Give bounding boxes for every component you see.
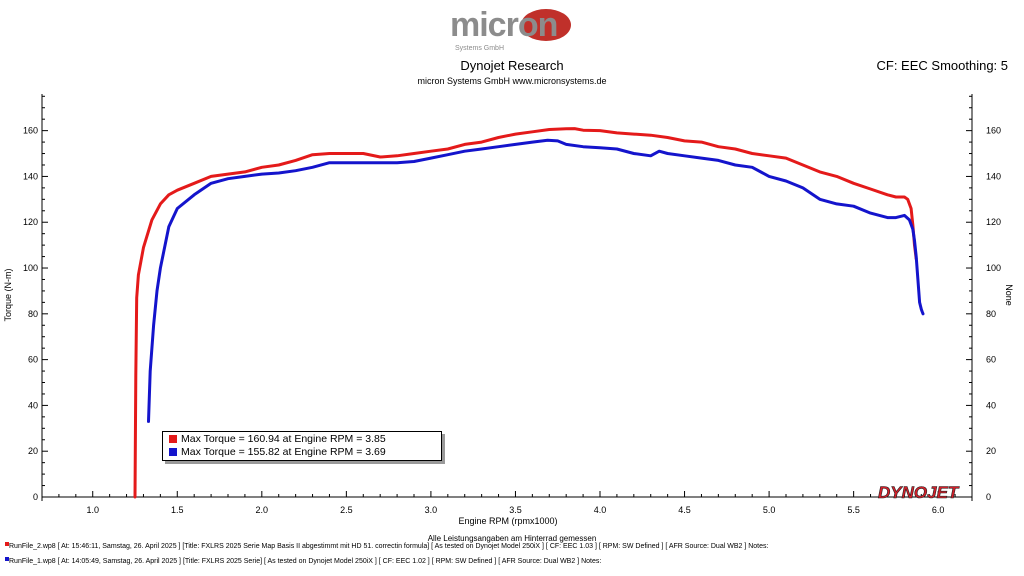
legend-text: Max Torque = 160.94 at Engine RPM = 3.85	[181, 433, 386, 445]
series-line-red	[133, 127, 918, 499]
run-info-text: RunFile_2.wp8 [ At: 15:46:11, Samstag, 2…	[9, 543, 769, 550]
dynojet-watermark: DYNOJET	[878, 483, 961, 503]
y-tick-label: 140	[23, 171, 38, 181]
y-tick-label: 40	[28, 400, 38, 410]
y-tick-label: 0	[33, 492, 38, 502]
y-tick-label-right: 60	[986, 355, 996, 365]
y-tick-label: 80	[28, 309, 38, 319]
y-axis-label: Torque (N-m)	[3, 268, 13, 321]
x-tick-label: 5.0	[763, 505, 776, 515]
run-info-text: RunFile_1.wp8 [ At: 14:05:49, Samstag, 2…	[9, 558, 602, 565]
micron-logo: micron Systems GmbH	[450, 8, 571, 52]
x-tick-label: 3.5	[509, 505, 522, 515]
y-tick-label-right: 140	[986, 171, 1001, 181]
run-swatch-blue	[5, 557, 9, 561]
y-tick-label-right: 40	[986, 400, 996, 410]
y-tick-label: 160	[23, 126, 38, 136]
y-tick-label-right: 120	[986, 217, 1001, 227]
legend-swatch-blue	[169, 448, 177, 456]
y-axis-label-right: None	[1004, 284, 1014, 306]
logo-subtext: Systems GmbH	[455, 45, 504, 52]
legend-item: Max Torque = 155.82 at Engine RPM = 3.69	[169, 446, 386, 459]
dynojet-watermark-text: DYNOJET	[878, 483, 960, 502]
x-tick-label: 6.0	[932, 505, 945, 515]
y-tick-label: 120	[23, 217, 38, 227]
legend-text: Max Torque = 155.82 at Engine RPM = 3.69	[181, 446, 386, 458]
x-tick-label: 1.5	[171, 505, 184, 515]
y-tick-label: 60	[28, 355, 38, 365]
x-tick-label: 3.0	[425, 505, 438, 515]
x-tick-label: 2.5	[340, 505, 353, 515]
legend-swatch-red	[169, 435, 177, 443]
y-tick-label: 100	[23, 263, 38, 273]
y-tick-label: 20	[28, 446, 38, 456]
y-tick-label-right: 80	[986, 309, 996, 319]
y-tick-label-right: 0	[986, 492, 991, 502]
chart-title: Dynojet Research	[460, 58, 564, 73]
run-swatch-red	[5, 542, 9, 546]
chart-subtitle: micron Systems GmbH www.micronsystems.de	[417, 76, 607, 86]
legend-item: Max Torque = 160.94 at Engine RPM = 3.85	[169, 433, 386, 446]
series-line-blue	[147, 138, 925, 423]
x-tick-label: 4.0	[594, 505, 607, 515]
run-info-line: RunFile_1.wp8 [ At: 14:05:49, Samstag, 2…	[5, 557, 601, 565]
correction-factor-label: CF: EEC Smoothing: 5	[876, 58, 1009, 73]
logo-wordmark: micron	[450, 8, 557, 44]
x-tick-label: 2.0	[256, 505, 269, 515]
y-tick-label-right: 160	[986, 126, 1001, 136]
x-axis-label: Engine RPM (rpmx1000)	[458, 516, 557, 526]
y-tick-label-right: 20	[986, 446, 996, 456]
y-tick-label-right: 100	[986, 263, 1001, 273]
x-tick-label: 5.5	[847, 505, 860, 515]
run-info-line: RunFile_2.wp8 [ At: 15:46:11, Samstag, 2…	[5, 542, 768, 550]
footer-note: Alle Leistungsangaben am Hinterrad gemes…	[427, 534, 597, 543]
legend: Max Torque = 160.94 at Engine RPM = 3.85…	[162, 431, 442, 461]
x-tick-label: 1.0	[86, 505, 99, 515]
x-tick-label: 4.5	[678, 505, 691, 515]
